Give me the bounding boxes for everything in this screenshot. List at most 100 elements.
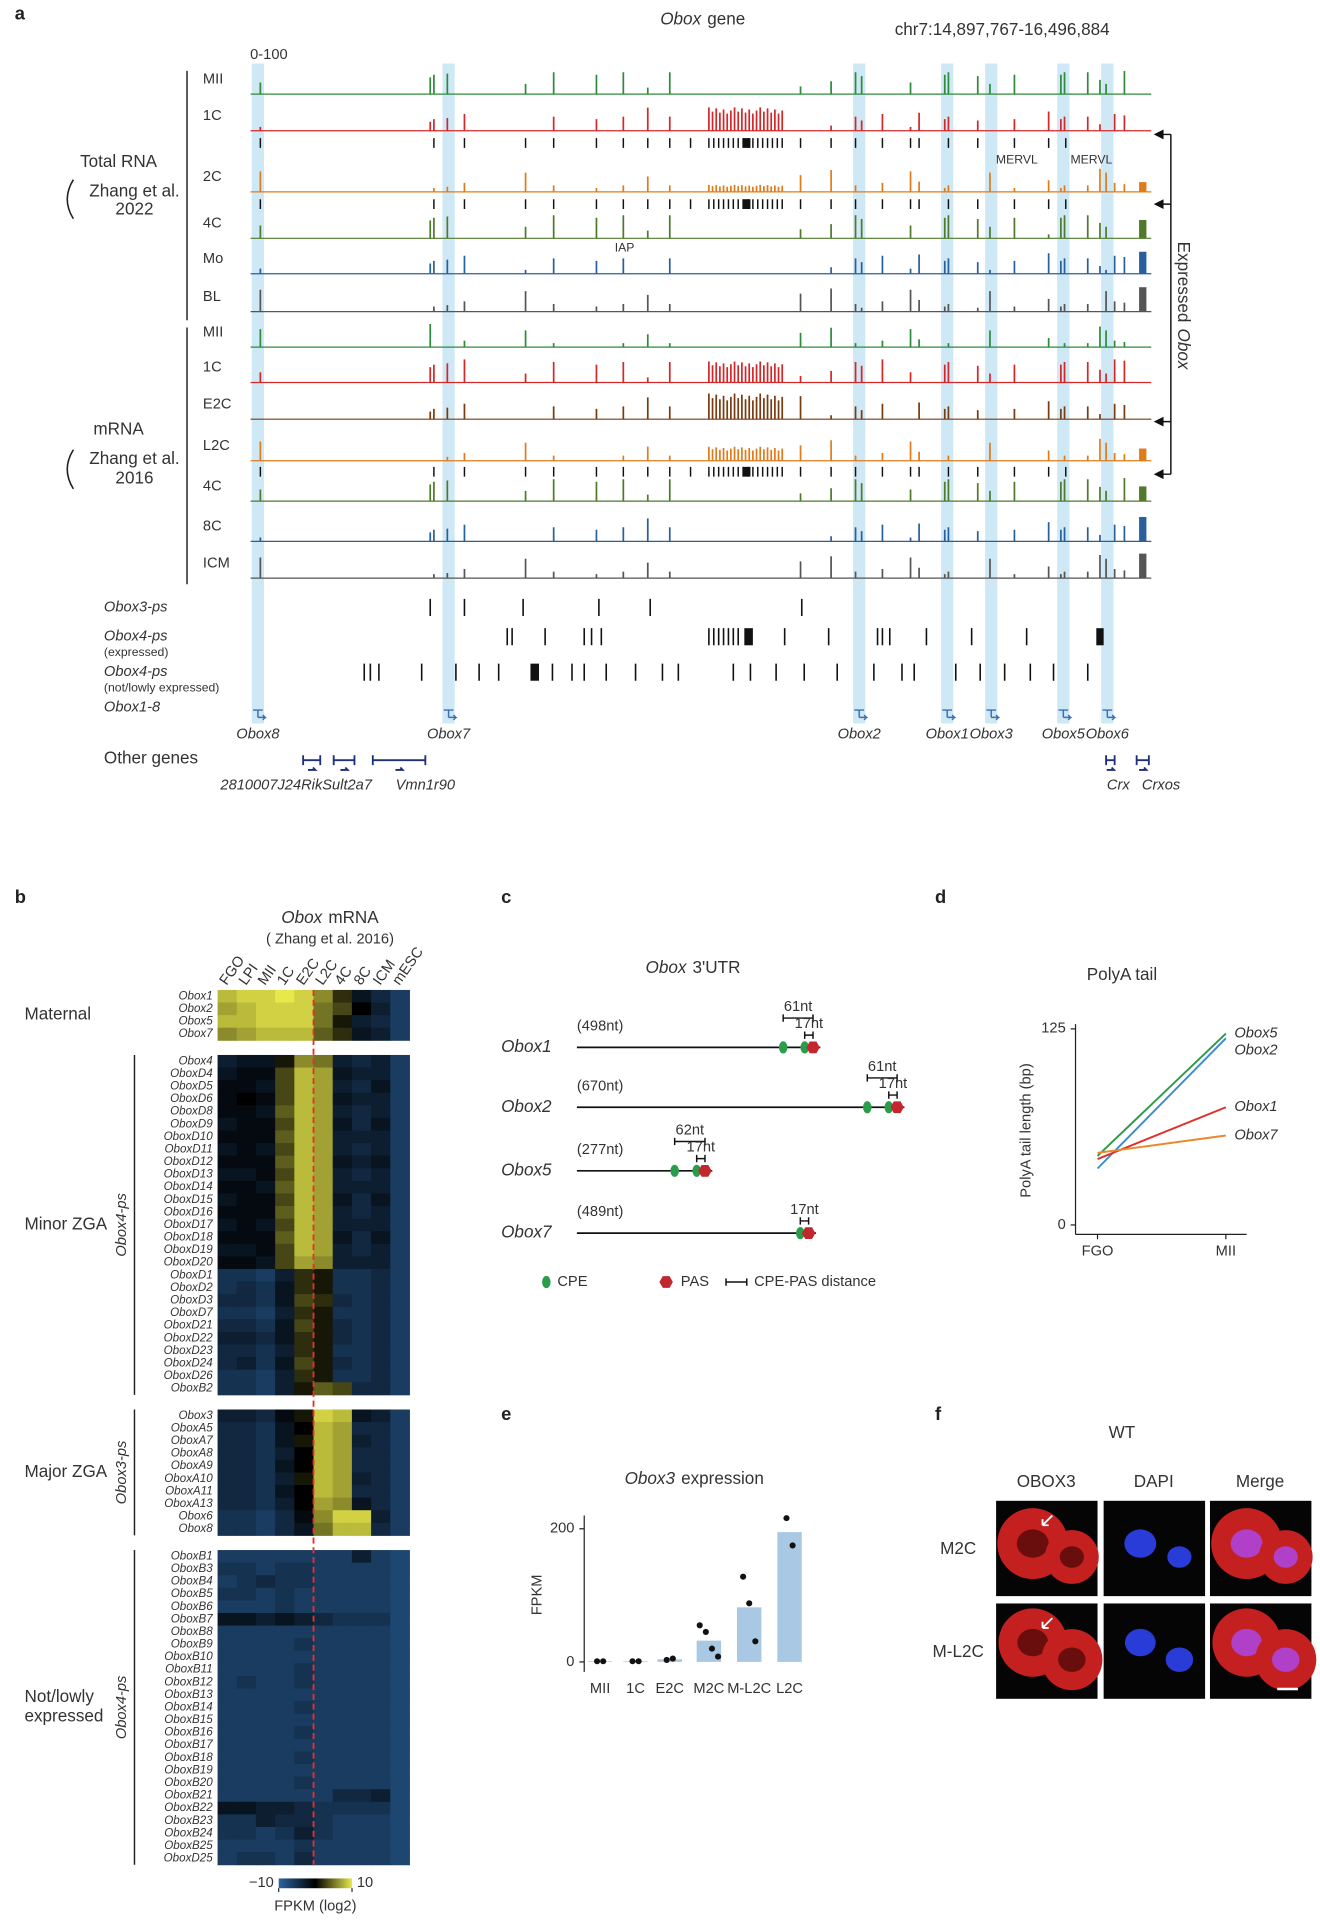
panel-title-part: gene <box>707 9 745 28</box>
track-label: 2C <box>203 169 222 185</box>
heatmap-cell <box>351 1027 372 1041</box>
point <box>789 1542 796 1549</box>
row-label: OboxD3 <box>170 1293 213 1306</box>
heatmap-cell <box>390 1801 410 1815</box>
heatmap-cell <box>351 1155 372 1169</box>
heatmap-cell <box>217 1638 238 1652</box>
heatmap-cell <box>236 1369 257 1383</box>
heatmap-cell <box>275 1382 295 1396</box>
heatmap-cell <box>217 1675 238 1690</box>
point <box>635 1658 642 1665</box>
heatmap-cell <box>332 1054 353 1069</box>
row-label: OboxD25 <box>164 1852 214 1865</box>
heatmap-cell <box>294 1268 315 1283</box>
heatmap-cell <box>294 1472 315 1486</box>
other-gene-label: Sult2a7 <box>322 778 373 794</box>
row-label: OboxD19 <box>164 1243 214 1256</box>
heatmap-cell <box>371 1522 391 1536</box>
heatmap-cell <box>275 1168 295 1182</box>
heatmap-cell <box>390 1562 410 1576</box>
heatmap-cell <box>332 1155 353 1169</box>
obox-gene-label: Obox7 <box>427 726 471 742</box>
heatmap-cell <box>294 1726 315 1740</box>
heatmap-cell <box>217 1625 238 1639</box>
heatmap-cell <box>332 1497 353 1511</box>
other-gene-glyph <box>302 755 322 771</box>
heatmap-cell <box>236 1701 257 1715</box>
row-label: Obox7 <box>178 1027 213 1040</box>
y-axis-label: FPKM <box>530 1575 546 1616</box>
heatmap-cell <box>217 1612 238 1627</box>
highlight-band <box>251 63 265 724</box>
heatmap-cell <box>217 1409 238 1423</box>
expressed-label-part: Expressed <box>1175 242 1194 323</box>
heatmap-cell <box>255 1218 276 1232</box>
heatmap-cell <box>236 1218 257 1232</box>
gene-glyph <box>942 709 957 721</box>
highlight-band <box>442 63 455 724</box>
highlight-band <box>853 63 866 724</box>
heatmap-cell <box>332 1002 353 1016</box>
heatmap-cell <box>351 1193 372 1207</box>
track-label: MII <box>203 71 223 87</box>
legend-label: CPE-PAS distance <box>754 1274 876 1290</box>
heatmap-cell <box>390 1726 410 1740</box>
heatmap-cell <box>294 1243 315 1257</box>
heatmap-cell <box>217 1256 238 1270</box>
heatmap-cell <box>217 1054 238 1069</box>
heatmap-cell <box>275 1294 295 1308</box>
heatmap-cell <box>217 1459 238 1473</box>
heatmap-cell <box>313 1826 334 1841</box>
heatmap-cell <box>332 1319 353 1333</box>
heatmap-cell <box>390 1485 410 1499</box>
series-line <box>1096 1037 1227 1170</box>
expressed-label: Expressed Obox <box>1175 242 1194 371</box>
heatmap-cell <box>294 1331 315 1345</box>
feature-block <box>530 663 540 681</box>
heatmap-cell <box>351 1600 372 1614</box>
heatmap-cell <box>217 1067 238 1081</box>
row-label: OboxD11 <box>165 1142 213 1155</box>
heatmap-cell <box>351 1485 372 1499</box>
heatmap-cell <box>313 989 334 1004</box>
series-label: Obox7 <box>1234 1127 1278 1143</box>
point <box>746 1600 753 1607</box>
gene-glyph <box>443 709 458 721</box>
row-label: OboxB21 <box>164 1789 212 1802</box>
heatmap-cell <box>313 1751 334 1765</box>
feature-block <box>744 628 753 646</box>
heatmap-cell <box>217 1434 238 1448</box>
heatmap-cell <box>294 1497 315 1511</box>
heatmap-cell <box>294 1625 315 1639</box>
track-label: MII <box>203 324 223 340</box>
heatmap-cell <box>275 1726 295 1740</box>
heatmap-cell <box>217 1522 238 1536</box>
row-label: OboxB17 <box>164 1738 213 1751</box>
distance-label: 17nt <box>879 1076 908 1092</box>
heatmap-cell <box>351 1092 372 1106</box>
heatmap-cell <box>351 1713 372 1727</box>
gene-glyph <box>1102 709 1117 721</box>
heatmap-cell <box>332 1344 353 1358</box>
row-label: OboxB24 <box>164 1826 213 1839</box>
heatmap-cell <box>351 1143 372 1157</box>
heatmap-cell <box>351 1663 372 1677</box>
heatmap-cell <box>275 1268 295 1283</box>
signal-peaks <box>259 518 1126 542</box>
heatmap-cell <box>390 1701 410 1715</box>
heatmap-cell <box>236 1281 257 1295</box>
heatmap-cell <box>371 1713 391 1727</box>
heatmap-cell <box>371 1319 391 1333</box>
feature-row-label: Obox4-ps <box>104 629 168 645</box>
heatmap-cell <box>351 1650 372 1664</box>
highlight-band <box>1101 63 1114 724</box>
heatmap-cell <box>371 1281 391 1295</box>
cpe <box>884 1101 894 1114</box>
heatmap-cell <box>275 1180 295 1194</box>
track-label: 4C <box>203 478 222 494</box>
heatmap-cell <box>275 1701 295 1715</box>
heatmap-cell <box>371 1472 391 1486</box>
heatmap-cell <box>351 1625 372 1639</box>
heatmap-cell <box>217 1143 238 1157</box>
heatmap-cell <box>236 1522 257 1536</box>
